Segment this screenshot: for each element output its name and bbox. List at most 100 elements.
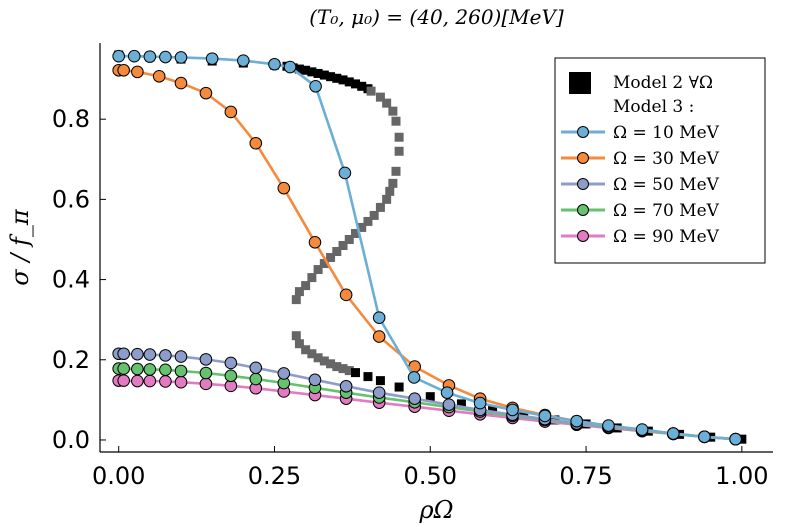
series-point bbox=[174, 350, 188, 363]
series-point bbox=[407, 371, 421, 384]
model2-unstable-branch-point bbox=[294, 287, 304, 297]
x-tick-label: 0.50 bbox=[404, 462, 457, 490]
series-point bbox=[249, 136, 263, 150]
series-point bbox=[143, 50, 157, 63]
series-point bbox=[143, 374, 157, 388]
series-point bbox=[277, 367, 291, 380]
series-point bbox=[174, 76, 188, 90]
series-omega-1 bbox=[112, 49, 742, 446]
series-point bbox=[372, 311, 386, 324]
model2-unstable-branch-point bbox=[394, 146, 404, 156]
series-point bbox=[143, 348, 157, 361]
x-tick-label: 0.00 bbox=[92, 462, 145, 490]
legend-series-label: Ω = 90 MeV bbox=[613, 227, 720, 247]
series-point bbox=[131, 347, 144, 361]
model2-upper-branch-point bbox=[350, 79, 360, 89]
legend-series-label: Ω = 10 MeV bbox=[613, 123, 720, 143]
model2-lower-branch-point bbox=[375, 376, 385, 386]
series-point bbox=[152, 69, 166, 83]
model2-unstable-branch-point bbox=[338, 364, 348, 374]
legend-model2-marker bbox=[569, 72, 591, 94]
model2-unstable-branch-point bbox=[350, 228, 360, 238]
y-tick-label: 0.8 bbox=[52, 105, 90, 133]
series-point bbox=[224, 356, 238, 370]
series-point bbox=[199, 366, 213, 380]
model2-lower-branch-point bbox=[425, 392, 435, 402]
legend-series-label: Ω = 70 MeV bbox=[613, 201, 720, 221]
series-point bbox=[199, 86, 213, 100]
model2-unstable-branch-point bbox=[363, 216, 373, 226]
series-point bbox=[117, 63, 130, 77]
series-point bbox=[339, 379, 353, 393]
series-point bbox=[112, 49, 125, 63]
x-tick-label: 0.25 bbox=[248, 462, 301, 490]
series-point bbox=[199, 353, 213, 366]
series-point bbox=[237, 54, 250, 67]
series-point bbox=[339, 288, 353, 302]
series-point bbox=[268, 57, 281, 71]
series-point bbox=[174, 364, 188, 378]
model2-upper-branch-point bbox=[338, 75, 348, 85]
series-point bbox=[127, 49, 141, 63]
series-point bbox=[408, 392, 421, 405]
model2-unstable-branch-point bbox=[382, 98, 392, 108]
legend-model3-header: Model 3 : bbox=[613, 97, 694, 117]
model2-unstable-branch-point bbox=[307, 349, 317, 359]
model2-unstable-branch-point bbox=[388, 178, 398, 188]
series-point bbox=[159, 349, 172, 362]
legend-marker bbox=[577, 152, 589, 164]
model2-unstable-branch-point bbox=[291, 295, 301, 305]
model2-unstable-branch-point bbox=[391, 166, 401, 176]
series-point bbox=[117, 374, 130, 387]
series-point bbox=[440, 386, 454, 399]
model2-upper-branch-point bbox=[307, 67, 317, 77]
y-tick-label: 0.2 bbox=[52, 346, 90, 374]
series-point bbox=[224, 369, 238, 383]
series-point bbox=[538, 409, 552, 423]
legend-marker bbox=[577, 178, 589, 190]
series-point bbox=[131, 65, 144, 79]
model2-unstable-branch-point bbox=[319, 259, 329, 269]
model2-lower-branch-point bbox=[350, 368, 360, 378]
model2-upper-branch-point bbox=[344, 77, 354, 87]
model2-unstable-branch-point bbox=[366, 86, 376, 96]
series-point bbox=[117, 362, 130, 375]
model2-unstable-branch-point bbox=[382, 194, 392, 204]
series-point bbox=[338, 166, 352, 180]
model2-unstable-branch-point bbox=[391, 116, 401, 126]
series-point bbox=[249, 361, 263, 375]
plot-axes bbox=[99, 43, 773, 453]
legend-marker bbox=[577, 230, 589, 242]
series-point bbox=[199, 377, 213, 391]
series-point bbox=[131, 374, 144, 388]
model2-unstable-branch-point bbox=[332, 362, 342, 372]
series-point bbox=[205, 52, 219, 65]
legend-marker bbox=[577, 204, 589, 216]
chart-title-text: (T₀, μ₀) = (40, 260)[MeV] bbox=[309, 5, 564, 29]
series-point bbox=[309, 80, 322, 93]
axis-labels: ρΩ σ / f_π bbox=[6, 208, 454, 524]
model2-unstable-branch-point bbox=[375, 202, 385, 212]
series-point bbox=[506, 403, 519, 417]
chart-title: (T₀, μ₀) = (40, 260)[MeV] bbox=[309, 5, 564, 29]
y-tick-label: 0.4 bbox=[52, 266, 90, 294]
series-point bbox=[224, 105, 238, 119]
model2-upper-branch-point bbox=[357, 81, 367, 91]
model2-unstable-branch-point bbox=[332, 247, 342, 257]
model2-upper-branch-point bbox=[294, 64, 304, 74]
legend-marker bbox=[577, 126, 589, 138]
series-point bbox=[159, 363, 172, 377]
series-point bbox=[635, 423, 649, 436]
model2-unstable-branch-point bbox=[326, 253, 336, 263]
model2-unstable-branch-point bbox=[294, 339, 304, 349]
series-point bbox=[308, 373, 322, 387]
series-point bbox=[729, 432, 742, 446]
series-point bbox=[117, 347, 130, 361]
model2-lower-branch-point bbox=[363, 372, 373, 382]
y-axis-label: σ / f_π bbox=[6, 208, 34, 286]
series-point bbox=[442, 398, 456, 411]
series-point bbox=[174, 51, 188, 64]
model2-unstable-branch-point bbox=[344, 234, 354, 244]
y-tick-label: 0.0 bbox=[52, 426, 90, 454]
